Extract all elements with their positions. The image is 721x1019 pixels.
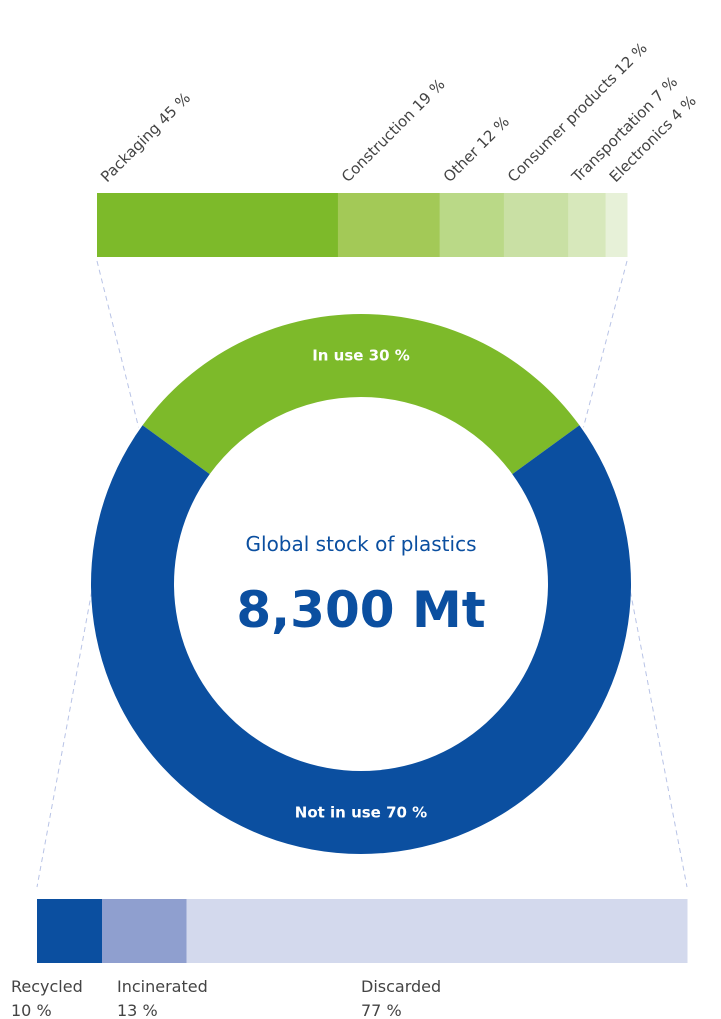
bar-segment-packaging [97,193,339,257]
donut-slice-not-in-use [91,425,632,854]
fate-percent-discarded: 77 % [361,1001,402,1019]
center-subtitle: Global stock of plastics [246,532,477,556]
bar-label-other: Other 12 % [440,113,513,186]
bar-segment-recycled [37,899,103,963]
in-use-sector-labels: Packaging 45 % Construction 19 %Other 12 … [97,39,700,187]
bar-segment-incinerated [102,899,187,963]
stock-donut [91,314,632,854]
donut-labels: In use 30 % Not in use 70 % [295,347,427,822]
fate-percent-recycled: 10 % [11,1001,52,1019]
bar-segment-consumer-products [503,193,569,257]
center-value: 8,300 Mt [236,581,485,639]
donut-label-not-in-use: Not in use 70 % [295,804,427,822]
bar-label-packaging: Packaging 45 % [97,89,194,186]
connector-lines [36,260,688,888]
bar-segment-electronics [605,193,628,257]
donut-label-in-use: In use 30 % [312,347,410,365]
donut-slice-in-use [142,314,580,475]
in-use-sector-bar [97,193,628,257]
bar-segment-transportation [568,193,607,257]
bar-segment-other [439,193,505,257]
connector-top-right [582,260,628,428]
fate-name-discarded: Discarded [361,977,441,996]
bar-segment-discarded [186,899,688,963]
connector-bottom-left [36,573,96,888]
fate-name-recycled: Recycled [11,977,83,996]
bar-label-construction: Construction 19 % [338,75,449,186]
connector-bottom-right [626,573,688,888]
fate-name-incinerated: Incinerated [117,977,208,996]
not-in-use-fate-bar [37,899,688,963]
connector-top-left [96,260,140,428]
fate-percent-incinerated: 13 % [117,1001,158,1019]
bar-segment-construction [337,193,441,257]
not-in-use-fate-labels: Recycled 10 % Incinerated 13 % Discarded 77 % [11,977,441,1019]
